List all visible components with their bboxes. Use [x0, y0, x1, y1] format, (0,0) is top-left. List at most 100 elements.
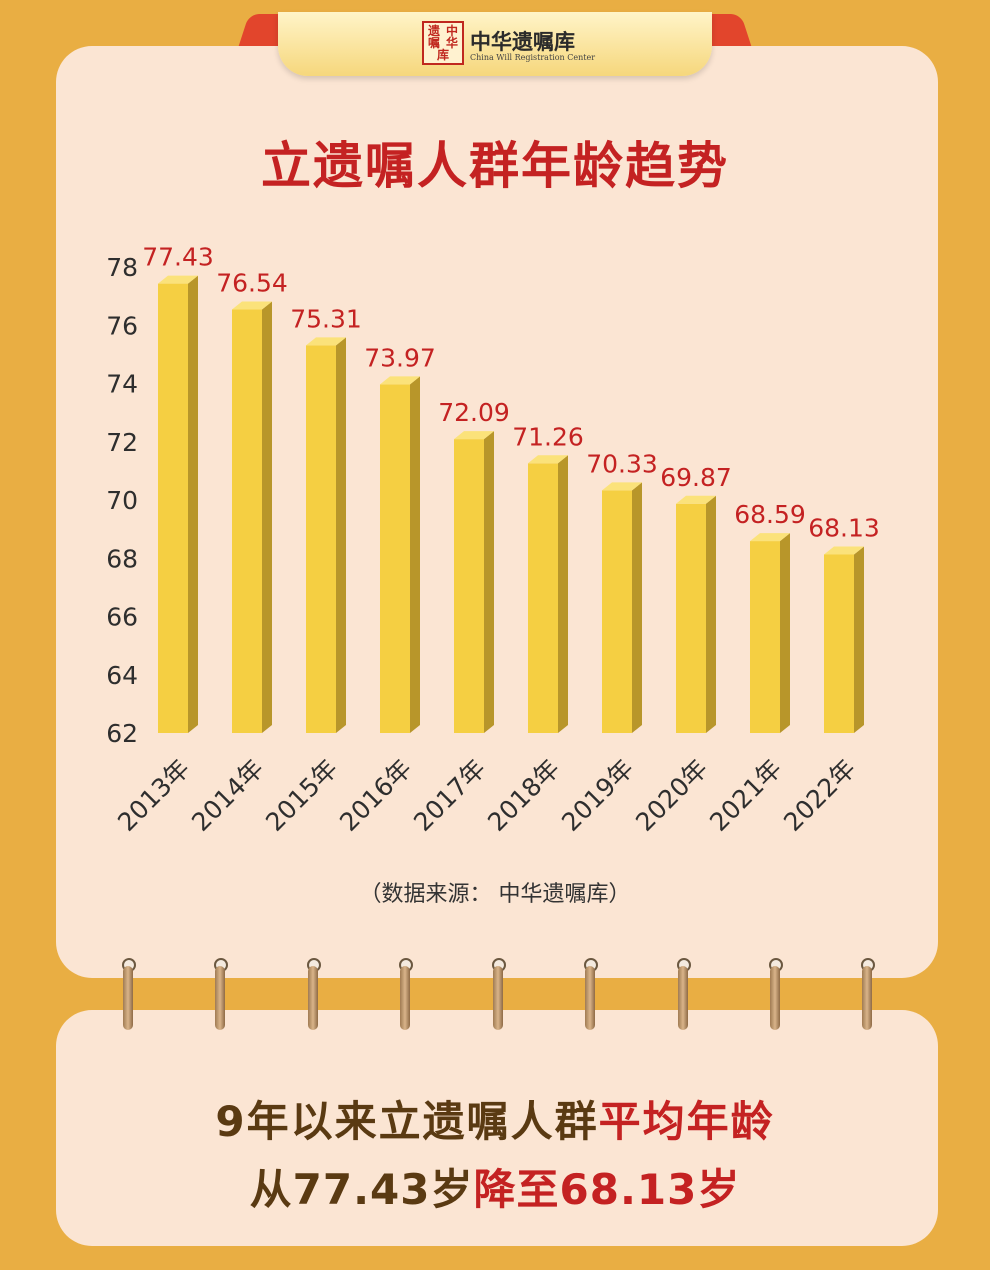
x-tick-label: 2021年 — [704, 754, 787, 837]
y-tick-label: 68 — [106, 544, 138, 573]
x-tick-label: 2017年 — [408, 754, 491, 837]
ring-loop — [678, 966, 688, 1030]
bar-side — [780, 533, 790, 733]
bar — [380, 376, 420, 733]
data-label: 76.54 — [216, 269, 288, 298]
binder-ring — [120, 958, 138, 1030]
bar-top — [602, 482, 642, 491]
bar-front — [232, 309, 262, 733]
bar-front — [528, 463, 558, 733]
summary-line-2-highlight: 降至68.13岁 — [473, 1165, 741, 1214]
bar-side — [632, 482, 642, 733]
bar — [750, 533, 790, 733]
x-tick-label: 2019年 — [556, 754, 639, 837]
bar-side — [262, 301, 272, 733]
y-tick-label: 70 — [106, 486, 138, 515]
bar-chart: 62 64 66 68 70 72 74 76 78 77.43 2013年 76.54 2014年 75… — [106, 243, 880, 837]
bar-front — [380, 384, 410, 733]
binder-ring — [767, 958, 785, 1030]
ring-loop — [585, 966, 595, 1030]
bar-side — [706, 495, 716, 733]
x-tick-label: 2020年 — [630, 754, 713, 837]
summary-line-2: 从77.43岁降至68.13岁 — [0, 1156, 990, 1217]
seal-char: 嘱 — [427, 36, 440, 50]
y-tick-label: 64 — [106, 661, 138, 690]
bar-top — [158, 275, 198, 284]
summary-line-1-highlight: 平均年龄 — [598, 1097, 775, 1146]
y-tick-label: 78 — [106, 253, 138, 282]
bar-side — [854, 546, 864, 733]
binder-ring — [675, 958, 693, 1030]
binder-ring — [490, 958, 508, 1030]
bar-top — [676, 495, 716, 504]
bar-top — [380, 376, 420, 385]
bar-front — [602, 490, 632, 733]
data-label: 77.43 — [142, 243, 214, 272]
bar-top — [750, 533, 790, 542]
seal-char: 库 — [436, 48, 449, 62]
bar-front — [158, 283, 188, 733]
bar — [454, 431, 494, 733]
data-label: 69.87 — [660, 463, 732, 492]
binder-ring — [212, 958, 230, 1030]
binder-ring — [859, 958, 877, 1030]
chart-card — [56, 46, 938, 978]
data-label: 73.97 — [364, 343, 436, 372]
bar — [824, 546, 864, 733]
y-tick-label: 76 — [106, 311, 138, 340]
bar-front — [750, 541, 780, 733]
data-source-note: （数据来源： 中华遗嘱库） — [359, 882, 631, 907]
ring-loop — [493, 966, 503, 1030]
bar-top — [306, 337, 346, 346]
bar-front — [306, 345, 336, 733]
brand-name: 中华遗嘱库 — [470, 29, 575, 54]
y-tick-label: 66 — [106, 603, 138, 632]
binder-ring — [582, 958, 600, 1030]
seal-char: 遗 — [427, 24, 440, 38]
bar-front — [676, 503, 706, 733]
x-tick-label: 2018年 — [482, 754, 565, 837]
bar-front — [454, 439, 484, 733]
bar — [528, 455, 568, 733]
header-ribbon — [278, 12, 712, 76]
y-tick-label: 72 — [106, 428, 138, 457]
binder-ring — [305, 958, 323, 1030]
data-label: 72.09 — [438, 398, 510, 427]
seal-char: 华 — [445, 36, 458, 50]
y-tick-label: 62 — [106, 719, 138, 748]
bar-top — [454, 431, 494, 440]
summary-line-2-plain: 从77.43岁 — [249, 1165, 474, 1214]
bar-side — [336, 337, 346, 733]
x-tick-label: 2016年 — [334, 754, 417, 837]
summary-line-1-plain: 9年以来立遗嘱人群 — [215, 1097, 599, 1146]
data-label: 70.33 — [586, 449, 658, 478]
x-tick-label: 2013年 — [112, 754, 195, 837]
bar-side — [188, 275, 198, 733]
bar-top — [232, 301, 272, 310]
data-label: 68.13 — [808, 513, 880, 542]
bar — [676, 495, 716, 733]
ring-loop — [862, 966, 872, 1030]
ring-loop — [308, 966, 318, 1030]
x-tick-label: 2015年 — [260, 754, 343, 837]
y-tick-label: 74 — [106, 370, 138, 399]
bar — [232, 301, 272, 733]
bar-side — [558, 455, 568, 733]
bar — [602, 482, 642, 733]
seal-char: 中 — [445, 24, 458, 38]
summary-card — [56, 1010, 938, 1246]
x-tick-label: 2014年 — [186, 754, 269, 837]
bar-top — [824, 546, 864, 555]
ring-loop — [770, 966, 780, 1030]
bar-front — [824, 554, 854, 733]
brand-seal-logo: 遗 中 嘱 华 库 — [422, 21, 464, 65]
data-label: 68.59 — [734, 500, 806, 529]
bar — [158, 275, 198, 733]
summary-line-1: 9年以来立遗嘱人群平均年龄 — [0, 1088, 990, 1149]
bar-side — [410, 376, 420, 733]
bar-side — [484, 431, 494, 733]
chart-title: 立遗嘱人群年龄趋势 — [261, 137, 729, 195]
brand-name-english: China Will Registration Center — [470, 53, 596, 62]
ring-loop — [400, 966, 410, 1030]
bar — [306, 337, 346, 733]
